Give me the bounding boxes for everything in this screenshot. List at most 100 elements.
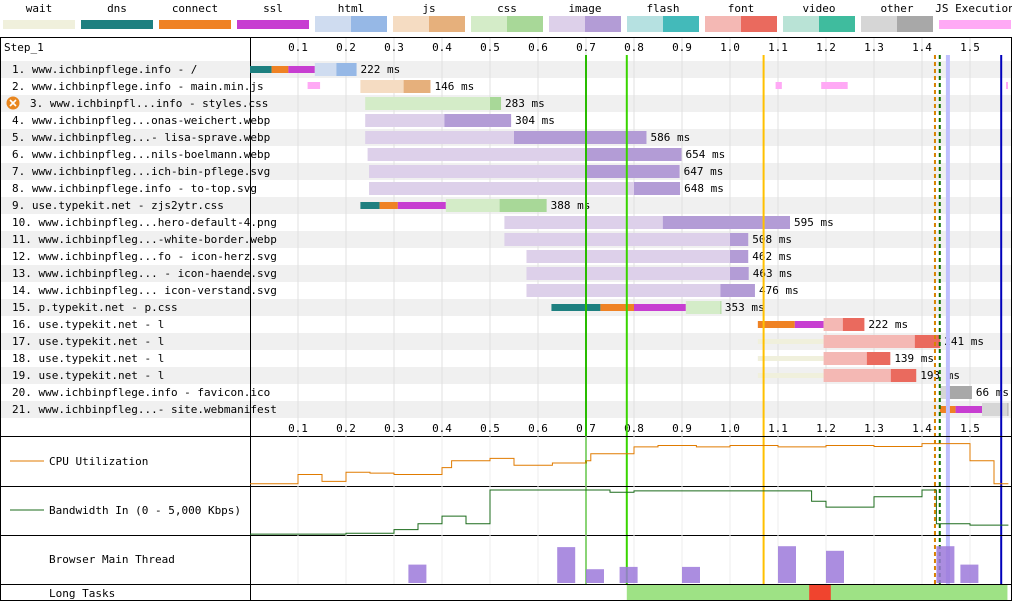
legend-swatch-light xyxy=(627,16,663,32)
request-label: 1. www.ichbinpflege.info - / xyxy=(12,63,197,76)
bandwidth-line xyxy=(250,489,1009,535)
request-rows: 1. www.ichbinpflege.info - / 222 ms 2. www… xyxy=(6,63,1012,416)
ssl-bar xyxy=(634,304,686,311)
download-bar xyxy=(634,182,681,195)
row-stripe xyxy=(1,333,1011,350)
request-row: 7. www.ichbinpfleg...ich-bin-pflege.svg 6… xyxy=(12,165,723,178)
request-label: 13. www.ichbinpfleg... - icon-haende.svg xyxy=(12,267,277,280)
legend-swatch-dark xyxy=(741,16,777,32)
request-label: 9. use.typekit.net - zjs2ytr.css xyxy=(12,199,224,212)
legend-swatch-dark xyxy=(351,16,387,32)
wait-bar xyxy=(757,373,824,378)
download-bar xyxy=(730,267,749,280)
ssl-bar xyxy=(794,321,824,328)
request-row: 20. www.ichbinpflege.info - favicon.ico 6… xyxy=(12,386,1009,399)
request-row: 6. www.ichbinpfleg...nils-boelmann.webp 6… xyxy=(12,148,725,161)
ttfb-bar xyxy=(823,352,867,365)
duration-label: 304 ms xyxy=(515,114,555,127)
request-row: 17. use.typekit.net - l 241 ms xyxy=(12,335,984,348)
legend-label: html xyxy=(338,2,365,15)
legend-label: other xyxy=(880,2,913,15)
wait-bar xyxy=(757,356,824,361)
long-tasks-label: Long Tasks xyxy=(49,587,115,600)
legend-label: css xyxy=(497,2,517,15)
tick-label-top: 1.4 xyxy=(912,41,932,54)
tick-label-bottom: 1.0 xyxy=(720,422,740,435)
download-bar xyxy=(403,80,431,93)
request-label: 7. www.ichbinpfleg...ich-bin-pflege.svg xyxy=(12,165,270,178)
request-label: 17. use.typekit.net - l xyxy=(12,335,164,348)
ttfb-bar xyxy=(314,63,337,76)
tick-label-bottom: 1.3 xyxy=(864,422,884,435)
main-thread-burst xyxy=(557,547,576,583)
download-bar xyxy=(730,250,749,263)
tick-label-bottom: 0.4 xyxy=(432,422,452,435)
ssl-bar xyxy=(288,66,315,73)
ttfb-bar xyxy=(940,386,946,399)
download-bar xyxy=(499,199,547,212)
tick-label-bottom: 0.2 xyxy=(336,422,356,435)
legend-label: dns xyxy=(107,2,127,15)
download-bar xyxy=(444,114,512,127)
legend-swatch-light xyxy=(549,16,585,32)
tick-label-top: 0.3 xyxy=(384,41,404,54)
legend-swatch-light xyxy=(783,16,819,32)
main-thread-burst xyxy=(778,546,796,583)
request-row: 19. use.typekit.net - l 193 ms xyxy=(12,369,960,382)
tick-label-bottom: 0.5 xyxy=(480,422,500,435)
request-row: 2. www.ichbinpflege.info - main.min.js 14… xyxy=(12,80,474,93)
connect-bar xyxy=(600,304,634,311)
request-label: 19. use.typekit.net - l xyxy=(12,369,164,382)
download-bar xyxy=(890,369,917,382)
main-thread-burst xyxy=(960,564,979,583)
duration-label: 241 ms xyxy=(944,335,984,348)
request-row: 1. www.ichbinpflege.info - / 222 ms xyxy=(12,63,400,76)
js-execution-mark xyxy=(841,82,848,89)
duration-label: 193 ms xyxy=(920,369,960,382)
legend-swatch-dark xyxy=(897,16,933,32)
duration-label: 222 ms xyxy=(361,63,401,76)
duration-label: 388 ms xyxy=(551,199,591,212)
request-row: 16. use.typekit.net - l 222 ms xyxy=(12,318,908,331)
legend-label: flash xyxy=(646,2,679,15)
long-task-highlight xyxy=(809,585,831,600)
request-label: 15. p.typekit.net - p.css xyxy=(12,301,178,314)
connect-bar xyxy=(757,321,795,328)
ttfb-bar xyxy=(504,233,730,246)
request-label: 10. www.ichbinpfleg...hero-default-4.png xyxy=(12,216,277,229)
tick-label-bottom: 0.6 xyxy=(528,422,548,435)
tick-label-bottom: 1.4 xyxy=(912,422,932,435)
tick-label-top: 0.7 xyxy=(576,41,596,54)
request-row: 18. use.typekit.net - l 139 ms xyxy=(12,352,934,365)
request-label: 8. www.ichbinpflege.info - to-top.svg xyxy=(12,182,257,195)
ssl-bar xyxy=(397,202,446,209)
js-execution-mark xyxy=(307,82,321,89)
tick-label-top: 0.9 xyxy=(672,41,692,54)
main-thread-burst xyxy=(586,569,604,583)
download-bar xyxy=(514,131,647,144)
tick-label-top: 0.8 xyxy=(624,41,644,54)
row-stripe xyxy=(1,265,1011,282)
request-row: 15. p.typekit.net - p.css 353 ms xyxy=(12,301,765,314)
request-label: 11. www.ichbinpfleg...-white-border.webp xyxy=(12,233,277,246)
timing-markers xyxy=(585,55,1003,584)
ttfb-bar xyxy=(823,318,843,331)
request-row: 9. use.typekit.net - zjs2ytr.css 388 ms xyxy=(12,199,590,212)
download-bar xyxy=(946,386,972,399)
legend-swatch-dark xyxy=(429,16,465,32)
ttfb-bar xyxy=(526,284,721,297)
download-bar xyxy=(730,233,749,246)
request-label: 2. www.ichbinpflege.info - main.min.js xyxy=(12,80,264,93)
legend: wait dns connect ssl html js css image flash font… xyxy=(3,2,1012,32)
request-label: 16. use.typekit.net - l xyxy=(12,318,164,331)
duration-label: 353 ms xyxy=(725,301,765,314)
duration-label: 595 ms xyxy=(794,216,834,229)
ttfb-bar xyxy=(369,165,586,178)
tick-label-top: 0.2 xyxy=(336,41,356,54)
performance-panels: CPU Utilization Bandwidth In (0 - 5,000 K… xyxy=(0,436,1012,600)
request-label: 18. use.typekit.net - l xyxy=(12,352,164,365)
connect-bar xyxy=(271,66,289,73)
ssl-bar xyxy=(955,406,982,413)
request-label: 12. www.ichbinpfleg...fo - icon-herz.svg xyxy=(12,250,277,263)
js-execution-mark xyxy=(821,82,848,89)
